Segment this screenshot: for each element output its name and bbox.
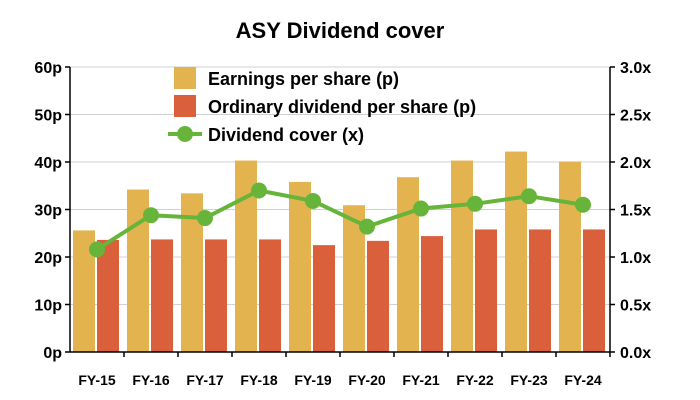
right-tick-label: 2.0x [620,155,651,172]
eps-bar [505,151,527,352]
right-tick-label: 2.5x [620,108,651,125]
eps-bar [451,160,473,352]
legend-cover-marker [177,126,193,142]
dividend-cover-point [89,241,105,258]
eps-bar [397,177,419,352]
eps-bar [559,161,581,352]
legend-cover-label: Dividend cover (x) [208,125,364,145]
x-tick-label: FY-21 [402,372,440,388]
chart-title: ASY Dividend cover [236,18,445,43]
left-tick-label: 50p [34,108,62,125]
legend: Earnings per share (p) Ordinary dividend … [168,67,476,145]
x-tick-label: FY-22 [456,372,494,388]
dividend-cover-point [467,195,483,212]
axes-group: 0p 10p 20p 30p 40p 50p 60p 0.0x 0.5x 1.0x 1.5x 2.0x… [34,60,651,388]
eps-bar [181,193,203,352]
right-tick-label: 1.5x [620,203,651,220]
dividend-bar [259,239,281,352]
dividend-cover-point [359,218,375,235]
x-tick-label: FY-20 [348,372,386,388]
eps-bar [289,181,311,352]
eps-bar [127,189,149,352]
x-tick-label: FY-24 [564,372,602,388]
right-tick-label: 0.5x [620,298,651,315]
x-tick-label: FY-16 [132,372,170,388]
bars-group [73,151,605,352]
left-tick-label: 30p [34,203,62,220]
dividend-cover-point [575,196,591,213]
dividend-cover-point [305,192,321,209]
right-tick-label: 3.0x [620,60,651,77]
dividend-bar [421,236,443,352]
x-tick-label: FY-19 [294,372,332,388]
dividend-cover-point [413,200,429,217]
dividend-bar [583,229,605,352]
dividend-bar [475,229,497,352]
x-tick-label: FY-23 [510,372,548,388]
legend-dividend-swatch [174,95,196,117]
right-tick-label: 1.0x [620,250,651,267]
eps-bar [235,160,257,352]
left-tick-label: 10p [34,298,62,315]
left-tick-label: 40p [34,155,62,172]
right-tick-label: 0.0x [620,345,651,362]
eps-bar [73,230,95,352]
legend-eps-label: Earnings per share (p) [208,69,399,89]
dividend-cover-point [251,182,267,199]
dividend-cover-point [197,210,213,227]
eps-bar [343,205,365,352]
legend-dividend-label: Ordinary dividend per share (p) [208,97,476,117]
left-tick-label: 0p [43,345,62,362]
dividend-bar [151,239,173,352]
dividend-cover-point [143,207,159,224]
legend-eps-swatch [174,67,196,89]
left-tick-label: 60p [34,60,62,77]
dividend-bar [313,245,335,352]
dividend-cover-line [95,188,584,252]
dividend-cover-line-group [89,182,591,258]
x-tick-label: FY-18 [240,372,278,388]
dividend-bar [529,229,551,352]
x-tick-label: FY-15 [78,372,116,388]
dividend-bar [205,239,227,352]
dividend-cover-point [521,188,537,205]
x-tick-label: FY-17 [186,372,224,388]
left-tick-label: 20p [34,250,62,267]
dividend-bar [367,240,389,352]
dividend-bar [97,239,119,352]
